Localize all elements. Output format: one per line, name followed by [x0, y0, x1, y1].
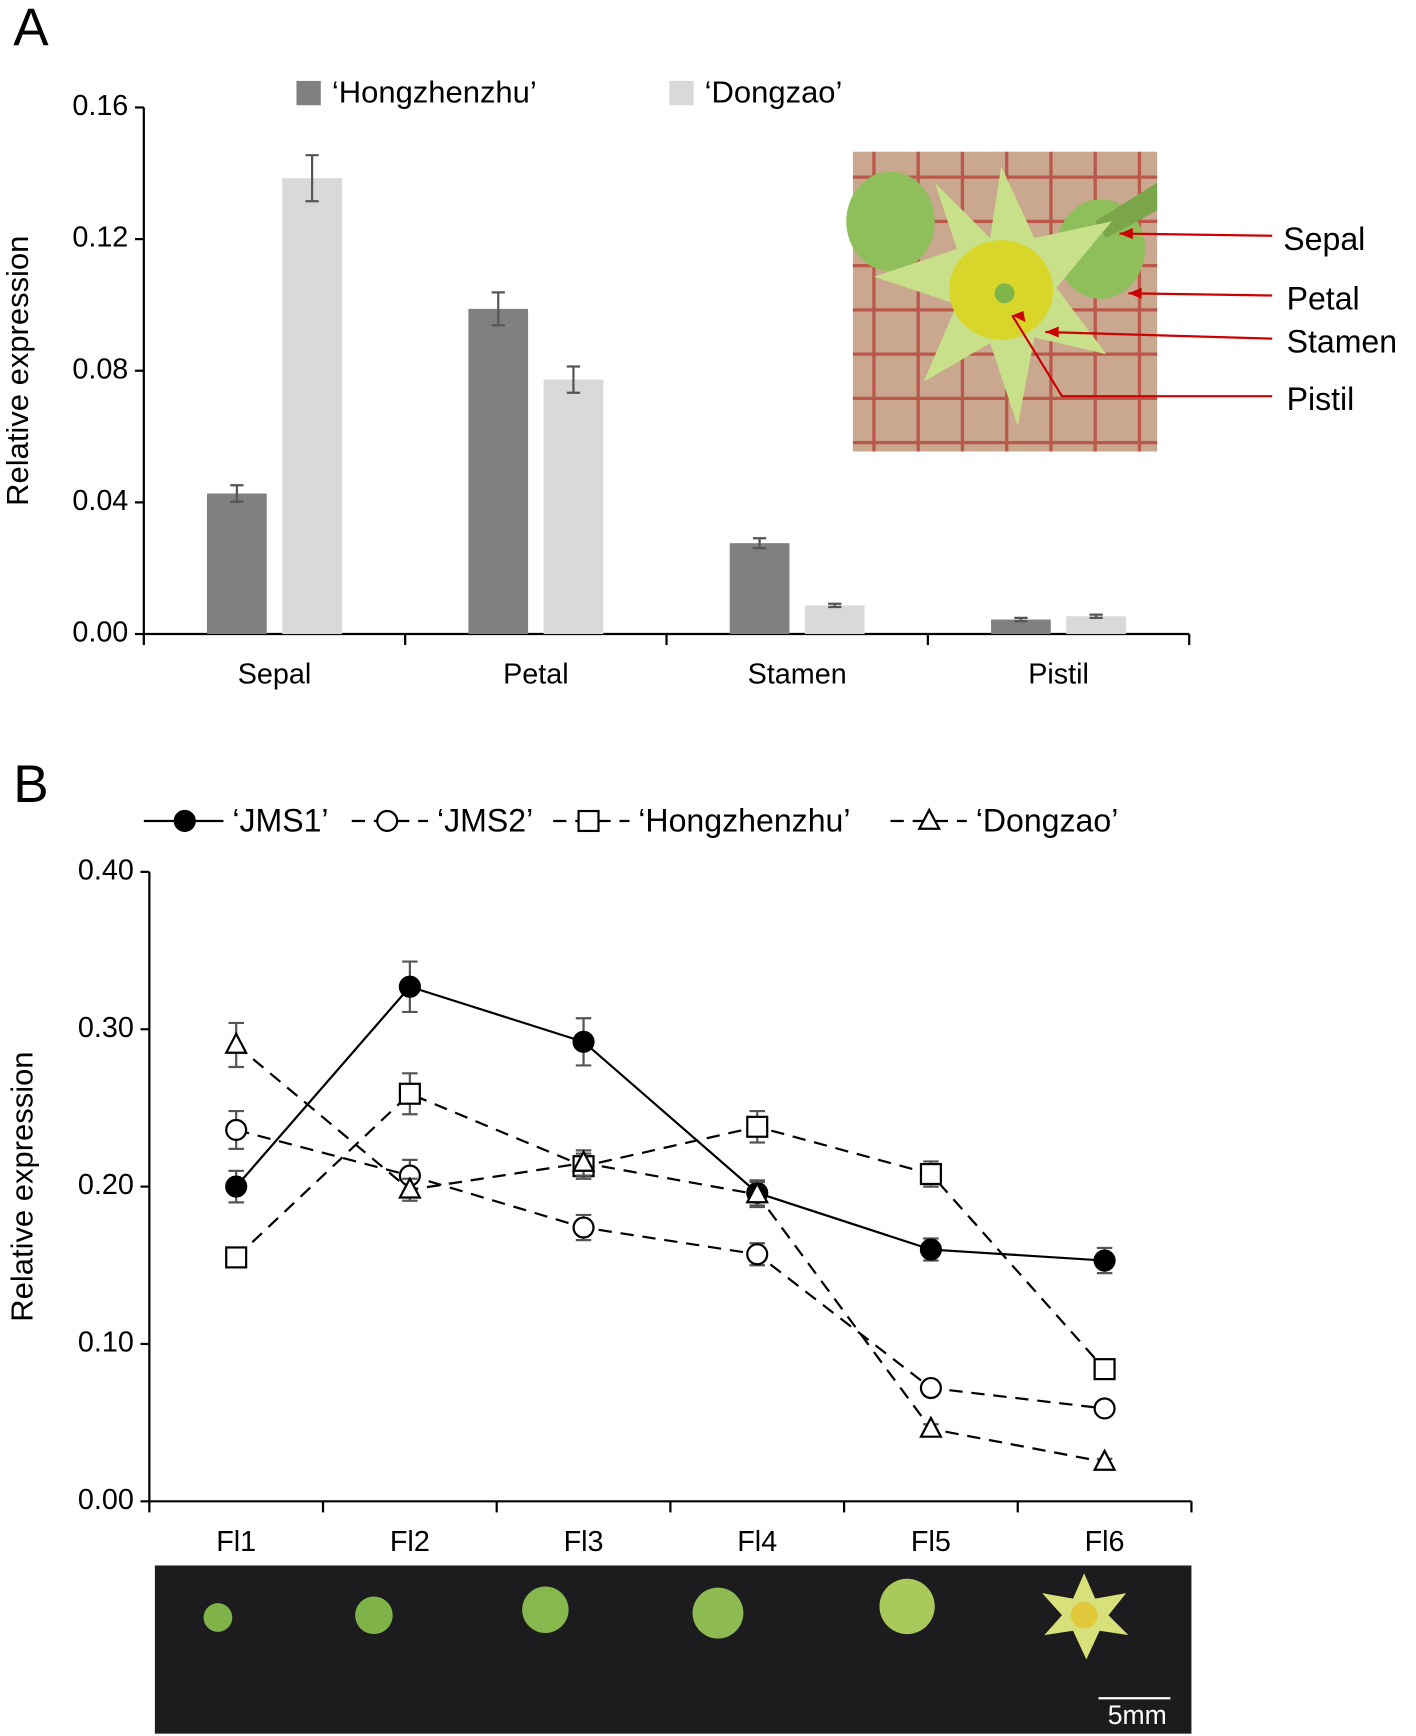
point [224, 1031, 248, 1054]
legend-marker [577, 809, 600, 833]
x-tick-label: Fl2 [390, 1526, 430, 1558]
annotation: Sepal [1283, 221, 1365, 257]
annotation: Stamen [1287, 324, 1398, 360]
bar [991, 619, 1051, 635]
arrow-head [1012, 311, 1026, 323]
annotation-arrow [1119, 232, 1273, 237]
error-bar [491, 291, 505, 327]
point [746, 1115, 769, 1138]
arrow-head [1128, 287, 1142, 299]
legend-label: ‘Dongzao’ [705, 74, 843, 109]
bar [804, 605, 865, 635]
error-bar [305, 154, 319, 203]
y-axis-label: Relative expression [0, 236, 35, 506]
panel-label: A [13, 0, 49, 57]
error-bar [1014, 616, 1028, 623]
y-tick-label: 0.04 [72, 485, 128, 517]
legend-label: ‘Hongzhenzhu’ [638, 803, 850, 839]
point [919, 1376, 942, 1400]
legend-marker [376, 809, 399, 833]
legend-label: ‘Hongzhenzhu’ [332, 74, 537, 109]
series-line [235, 985, 1105, 1262]
legend-marker [173, 809, 196, 833]
bar [207, 493, 267, 635]
x-tick-label: Fl1 [216, 1526, 256, 1558]
error-bar [230, 484, 244, 503]
series-line [235, 1092, 1106, 1370]
point [919, 1238, 942, 1261]
y-tick-label: 0.40 [78, 854, 134, 886]
x-tick-label: Fl6 [1085, 1526, 1125, 1558]
x-tick-label: Petal [503, 659, 569, 691]
point [571, 1149, 596, 1172]
bar [729, 543, 790, 635]
legend-swatch [669, 80, 694, 106]
point [919, 1162, 942, 1186]
point [398, 1176, 422, 1199]
x-tick-label: Sepal [238, 659, 312, 691]
series-line [235, 1044, 1105, 1464]
flower-photo [846, 151, 1158, 452]
point [572, 1030, 595, 1053]
y-tick-label: 0.16 [72, 90, 128, 122]
legend-label: ‘JMS2’ [437, 803, 533, 839]
x-tick-label: Stamen [748, 659, 847, 691]
y-tick-label: 0.30 [78, 1012, 134, 1044]
bar [1066, 616, 1127, 635]
point [746, 1243, 769, 1266]
y-tick-label: 0.08 [72, 353, 128, 385]
panel-label: B [13, 755, 48, 814]
error-bar [566, 365, 581, 394]
annotation-arrow [1045, 330, 1273, 340]
point [225, 1118, 248, 1142]
arrow-head [1045, 326, 1059, 338]
x-tick-label: Fl5 [911, 1526, 951, 1558]
annotation: Pistil [1287, 381, 1355, 417]
annotation-arrow [1011, 314, 1273, 398]
point [1093, 1249, 1116, 1272]
error-bar [828, 602, 842, 609]
bar [543, 379, 604, 635]
legend-swatch [296, 80, 321, 106]
legend-label: ‘Dongzao’ [976, 803, 1119, 839]
point [225, 1175, 248, 1198]
point [225, 1246, 248, 1269]
point [745, 1181, 770, 1204]
bar [468, 308, 529, 635]
y-tick-label: 0.20 [78, 1169, 134, 1201]
x-tick-label: Fl4 [737, 1526, 777, 1558]
x-tick-label: Pistil [1028, 659, 1089, 691]
y-tick-label: 0.00 [78, 1484, 134, 1516]
series-line [235, 1128, 1105, 1410]
error-bar [752, 537, 767, 550]
stage-photo [154, 1565, 1192, 1734]
legend-label: ‘JMS1’ [232, 803, 328, 839]
annotation-arrow [1128, 292, 1273, 297]
x-tick-label: Fl3 [564, 1526, 604, 1558]
y-axis-label: Relative expression [5, 1051, 40, 1321]
annotation: Petal [1287, 281, 1360, 317]
point [1092, 1448, 1117, 1471]
point [398, 1082, 421, 1105]
point [919, 1415, 943, 1438]
y-tick-label: 0.10 [78, 1327, 134, 1359]
y-tick-label: 0.00 [72, 617, 128, 649]
point [398, 975, 421, 998]
point [1093, 1397, 1116, 1420]
legend-marker [917, 807, 942, 830]
scale-label: 5mm [1108, 1700, 1167, 1730]
point [1093, 1358, 1116, 1381]
error-bar [1089, 613, 1103, 620]
arrow-head [1119, 228, 1133, 240]
bar [282, 178, 342, 635]
y-tick-label: 0.12 [72, 222, 128, 254]
point [572, 1216, 595, 1239]
